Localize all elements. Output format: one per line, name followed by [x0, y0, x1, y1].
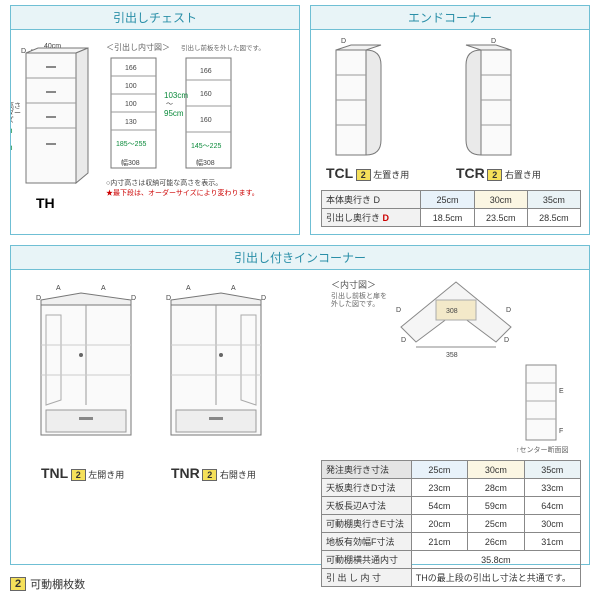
tcr-label: TCR 2 右置き用 [456, 165, 541, 181]
incorner-section: 引出し付きインコーナー A A D D A A D D [10, 245, 590, 565]
svg-text:95cm: 95cm [164, 109, 184, 118]
svg-text:＜内寸図＞: ＜内寸図＞ [331, 279, 376, 290]
tcl-shape: D [336, 38, 381, 155]
svg-text:幅308: 幅308 [121, 158, 140, 167]
svg-text:100: 100 [125, 101, 137, 108]
svg-text:160: 160 [200, 117, 212, 124]
badge-icon: 2 [10, 577, 26, 591]
svg-text:↑センター断面図: ↑センター断面図 [516, 445, 569, 454]
svg-text:185〜255: 185〜255 [116, 141, 146, 148]
svg-text:幅308: 幅308 [196, 158, 215, 167]
svg-text:D: D [131, 295, 136, 302]
svg-text:オーダー: オーダー [11, 108, 21, 117]
svg-text:D: D [506, 307, 511, 314]
tnr-label: TNR 2 右開き用 [171, 465, 256, 481]
inner-right: 166 160 160 145〜225 幅308 103cm 〜 95cm [164, 58, 231, 168]
svg-text:＜引出し内寸図＞: ＜引出し内寸図＞ [106, 42, 170, 52]
svg-text:103cm: 103cm [164, 91, 188, 100]
svg-text:308: 308 [446, 308, 458, 315]
svg-text:〜: 〜 [166, 101, 173, 108]
svg-text:160: 160 [200, 91, 212, 98]
chest-code: TH [36, 195, 55, 211]
inner-left: 166 100 100 130 185〜255 幅308 [111, 58, 156, 168]
endcorner-diagram: D D TCL 2 左置き用 TCR 2 右置き用 [311, 30, 589, 258]
svg-text:D: D [36, 295, 41, 302]
svg-text:外した図です。: 外した図です。 [331, 299, 379, 308]
chest-section: 引出しチェスト 40cm D 外寸高さ オーダー サイズ 94cm [10, 5, 300, 235]
svg-text:145〜225: 145〜225 [191, 143, 221, 150]
tcl-label: TCL 2 左置き用 [326, 165, 409, 181]
svg-text:358: 358 [446, 352, 458, 359]
svg-text:D: D [341, 38, 346, 45]
chest-title: 引出しチェスト [11, 6, 299, 30]
incorner-diagram: A A D D A A D D [11, 270, 589, 588]
chest-svg: 40cm D 外寸高さ オーダー サイズ 94cm 〜 77cm TH [11, 30, 301, 230]
svg-text:94cm: 94cm [11, 126, 13, 135]
svg-text:F: F [559, 428, 563, 435]
svg-text:D: D [504, 337, 509, 344]
svg-text:★最下段は、オーダーサイズにより変わります。: ★最下段は、オーダーサイズにより変わります。 [106, 188, 259, 197]
endcorner-title: エンドコーナー [311, 6, 589, 30]
svg-text:引出し前板と扉を: 引出し前板と扉を [331, 291, 387, 300]
endcorner-table: 本体奥行き D 25cm 30cm 35cm 引出し奥行き D 18.5cm 2… [321, 190, 581, 227]
svg-text:D: D [261, 295, 266, 302]
svg-text:引出し前板を外した図です。: 引出し前板を外した図です。 [181, 43, 265, 52]
chest-diagram: 40cm D 外寸高さ オーダー サイズ 94cm 〜 77cm TH [11, 30, 299, 258]
svg-text:D: D [166, 295, 171, 302]
svg-text:166: 166 [125, 65, 137, 72]
svg-text:A: A [101, 285, 106, 292]
svg-text:D: D [491, 38, 496, 45]
incorner-title: 引出し付きインコーナー [11, 246, 589, 270]
svg-text:77cm: 77cm [11, 143, 13, 152]
tnl-label: TNL 2 左開き用 [41, 465, 124, 481]
svg-text:100: 100 [125, 83, 137, 90]
svg-text:○内寸高さは収納可能な高さを表示。: ○内寸高さは収納可能な高さを表示。 [106, 178, 222, 187]
svg-text:サイズ: サイズ [11, 115, 14, 124]
svg-text:D: D [21, 48, 26, 55]
footer-legend: 2 可動棚枚数 [10, 576, 85, 592]
endcorner-svg: D D [311, 30, 591, 175]
svg-text:A: A [231, 285, 236, 292]
svg-text:D: D [401, 337, 406, 344]
tcr-shape: D [466, 38, 511, 155]
svg-text:A: A [56, 285, 61, 292]
incorner-table: 発注奥行き寸法25cm30cm35cm天板奥行きD寸法23cm28cm33cm天… [321, 460, 581, 587]
svg-text:166: 166 [200, 68, 212, 75]
svg-text:A: A [186, 285, 191, 292]
endcorner-section: エンドコーナー D D TCL 2 左置き用 [310, 5, 590, 235]
svg-text:D: D [396, 307, 401, 314]
order-label: 外寸高さ [11, 101, 21, 110]
svg-text:130: 130 [125, 119, 137, 126]
svg-text:E: E [559, 388, 564, 395]
footer-label: 可動棚枚数 [30, 576, 85, 592]
